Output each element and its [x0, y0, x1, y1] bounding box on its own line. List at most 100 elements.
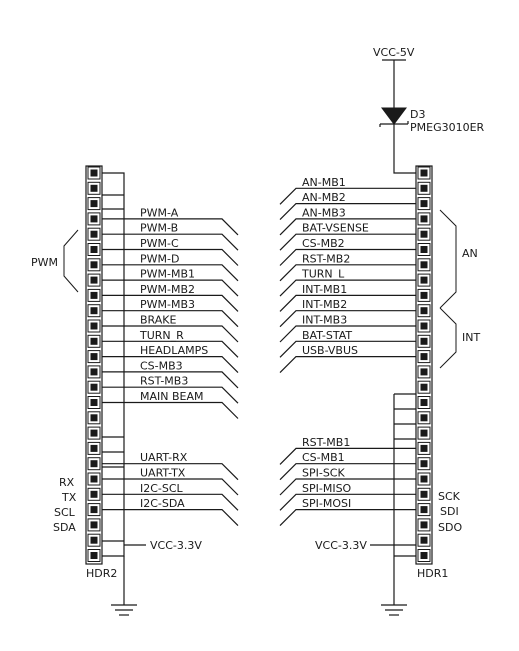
net-label-headlamps: HEADLAMPS	[140, 344, 208, 357]
side-label-sck: SCK	[438, 490, 461, 503]
hdr1-pin-10	[417, 304, 431, 318]
net-label-i2c-sda: I2C-SDA	[140, 497, 185, 510]
net-label-an-mb1: AN-MB1	[302, 176, 346, 189]
net-label-turn-r: TURN_R	[139, 329, 184, 342]
net-main-beam: MAIN BEAM	[102, 390, 239, 419]
net-label-cs-mb3: CS-MB3	[140, 359, 183, 372]
net-label-i2c-scl: I2C-SCL	[140, 482, 184, 495]
net-bat-vsense: BAT-VSENSE	[279, 222, 416, 251]
hdr2-pin-25	[87, 533, 101, 547]
net-label-usb-vbus: USB-VBUS	[302, 344, 358, 357]
hdr1-pin-14	[417, 365, 431, 379]
hdr2-pin-15	[87, 380, 101, 394]
net-label-int-mb1: INT-MB1	[302, 283, 347, 296]
net-uart-rx: UART-RX	[102, 451, 239, 481]
pwm-group-label: PWM	[31, 256, 58, 269]
hdr2-pin-14	[87, 365, 101, 379]
an-group-label: AN	[462, 247, 478, 260]
hdr1-pin-26	[417, 549, 431, 562]
side-label-sdo: SDO	[438, 521, 462, 534]
hdr1-pin-22	[417, 487, 431, 501]
net-uart-tx: UART-TX	[102, 467, 239, 496]
hdr1-pin-24	[417, 518, 431, 532]
diode-part: PMEG3010ER	[410, 121, 485, 134]
hdr1-pins	[417, 166, 431, 562]
hdr1-pin-16	[417, 396, 431, 409]
net-headlamps: HEADLAMPS	[102, 344, 239, 374]
net-rst-mb1: RST-MB1	[279, 436, 416, 465]
diode-to-hdr1	[393, 124, 416, 174]
net-pwm-d: PWM-D	[102, 252, 239, 282]
net-turn-l: TURN_L	[279, 268, 416, 297]
hdr2-pin-22	[87, 487, 101, 501]
net-pwm-mb2: PWM-MB2	[102, 283, 239, 312]
an-bracket	[439, 209, 457, 309]
hdr2-pin-16	[87, 396, 101, 409]
net-pwm-b: PWM-B	[102, 222, 239, 251]
hdr1-pin-20	[417, 457, 431, 471]
hdr2-label: HDR2	[86, 567, 117, 580]
vcc5-label: VCC-5V	[373, 46, 415, 59]
net-label-cs-mb1: CS-MB1	[302, 451, 345, 464]
net-label-pwm-mb1: PWM-MB1	[140, 268, 195, 281]
net-label-int-mb2: INT-MB2	[302, 298, 347, 311]
ground-symbol-left	[111, 604, 137, 616]
hdr1-pin-6	[417, 243, 431, 256]
hdr1-signal-nets: AN-MB1 AN-MB2 AN-MB3 BAT-VSENSE CS-MB2 RST-MB…	[279, 176, 416, 527]
net-pwm-a: PWM-A	[102, 206, 239, 236]
net-bat-stat: BAT-STAT	[279, 329, 416, 358]
net-cs-mb1: CS-MB1	[279, 451, 416, 481]
hdr2-pins	[87, 166, 101, 562]
net-label-pwm-mb3: PWM-MB3	[140, 298, 195, 311]
net-label-uart-rx: UART-RX	[140, 451, 188, 464]
net-label-pwm-c: PWM-C	[140, 237, 179, 250]
hdr1-label: HDR1	[417, 567, 448, 580]
pwm-bracket	[63, 229, 79, 293]
hdr2-pin-12	[87, 334, 101, 348]
net-int-mb1: INT-MB1	[279, 283, 416, 312]
net-label-cs-mb2: CS-MB2	[302, 237, 345, 250]
net-label-rst-mb3: RST-MB3	[140, 375, 188, 388]
net-an-mb3: AN-MB3	[279, 206, 416, 236]
hdr2-pin-21	[87, 472, 101, 486]
hdr2-pin-5	[87, 227, 101, 241]
net-label-spi-sck: SPI-SCK	[302, 467, 345, 480]
hdr1-pin-9	[417, 288, 431, 302]
net-label-int-mb3: INT-MB3	[302, 314, 347, 327]
int-group-label: INT	[462, 331, 480, 344]
hdr2-pin-11	[87, 319, 101, 333]
net-label-main-beam: MAIN BEAM	[140, 390, 204, 403]
net-label-rst-mb2: RST-MB2	[302, 252, 350, 265]
hdr1-pin-13	[417, 350, 431, 364]
net-label-spi-mosi: SPI-MOSI	[302, 497, 351, 510]
net-label-an-mb3: AN-MB3	[302, 206, 346, 219]
hdr2-pin-24	[87, 518, 101, 532]
net-label-pwm-b: PWM-B	[140, 222, 178, 235]
net-i2c-sda: I2C-SDA	[102, 497, 239, 527]
hdr2-pin-4	[87, 212, 101, 226]
hdr2-pin-18	[87, 426, 101, 440]
net-label-bat-vsense: BAT-VSENSE	[302, 222, 369, 235]
vcc33-left-label: VCC-3.3V	[150, 539, 202, 552]
net-rst-mb2: RST-MB2	[279, 252, 416, 282]
diode-d3	[379, 107, 409, 127]
hdr2-pin-10	[87, 304, 101, 318]
net-pwm-mb1: PWM-MB1	[102, 268, 239, 297]
hdr2-pin-2	[87, 181, 101, 195]
net-label-pwm-mb2: PWM-MB2	[140, 283, 195, 296]
net-pwm-c: PWM-C	[102, 237, 239, 266]
net-an-mb2: AN-MB2	[279, 191, 416, 221]
net-label-pwm-d: PWM-D	[140, 252, 179, 265]
hdr2-gnd-rail	[102, 194, 124, 542]
hdr2-pin-1	[87, 166, 101, 180]
hdr2-pin-19	[87, 441, 101, 455]
hdr2-signal-nets: PWM-A PWM-B PWM-C PWM-D PWM-MB1 PWM-MB2 PWM-MB…	[102, 206, 239, 527]
net-label-brake: BRAKE	[140, 314, 176, 327]
net-an-mb1: AN-MB1	[279, 176, 416, 205]
hdr1-pin-12	[417, 334, 431, 348]
net-brake: BRAKE	[102, 314, 239, 343]
hdr1-pin-4	[417, 212, 431, 226]
hdr1-pin-2	[417, 181, 431, 195]
hdr1-pin-7	[417, 258, 431, 272]
ground-symbol-right	[381, 604, 407, 616]
